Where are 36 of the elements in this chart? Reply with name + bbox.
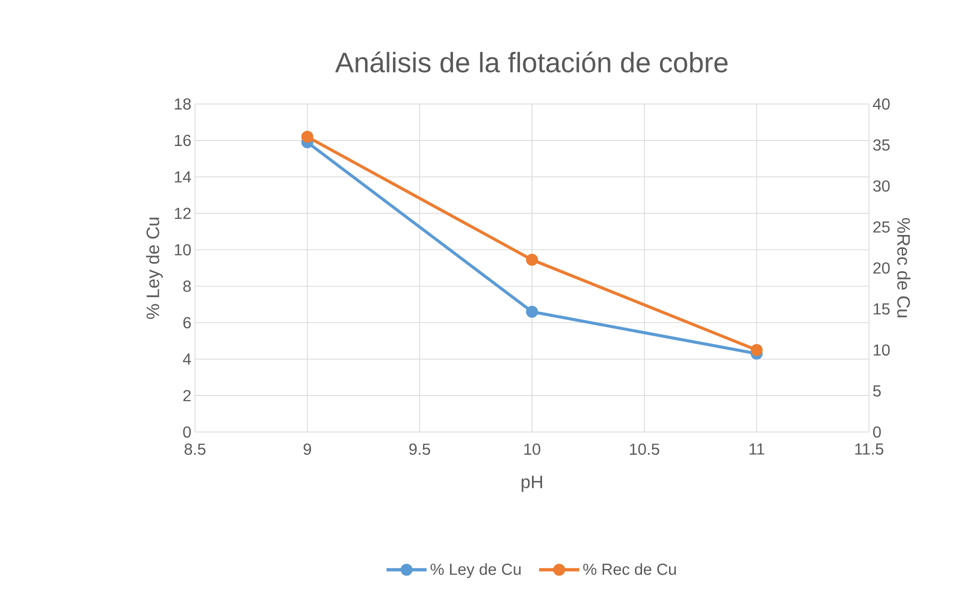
point — [750, 344, 763, 356]
legend-label: % Rec de Cu — [583, 563, 676, 575]
x-axis-title: pH — [522, 476, 542, 492]
y2-tick-label: 5 — [873, 385, 881, 397]
y2-tick-label: 40 — [872, 98, 890, 110]
y2-tick-label: 20 — [873, 262, 890, 274]
x-tick-label: 11 — [750, 444, 764, 455]
x-tick-label: 11.5 — [855, 444, 884, 455]
y-tick-label: 16 — [174, 134, 191, 146]
point — [526, 254, 538, 266]
y2-axis-title: %Rec de Cu — [897, 218, 910, 318]
legend-label: % Ley de Cu — [430, 563, 521, 578]
x-tick-label: 10.5 — [630, 444, 660, 455]
y-tick-label: 8 — [183, 280, 191, 292]
y2-tick-label: 15 — [874, 303, 890, 315]
x-tick-label: 8.5 — [184, 444, 206, 455]
x-tick-label: 9 — [304, 444, 312, 455]
y-tick-label: 4 — [182, 354, 191, 365]
y-tick-label: 10 — [174, 244, 191, 256]
point — [301, 130, 314, 143]
y2-tick-label: 25 — [873, 221, 890, 233]
x-tick-label: 10 — [524, 444, 540, 455]
y-tick-label: 14 — [174, 171, 191, 182]
chart-title: Análisis de la flotación de cobre — [335, 52, 728, 72]
y2-tick-label: 10 — [874, 344, 890, 356]
y2-tick-label: 30 — [873, 180, 890, 192]
x-tick-label: 9.5 — [409, 444, 430, 455]
y2-tick-label: 35 — [873, 139, 890, 151]
y-axis-title: % Ley de Cu — [146, 218, 163, 319]
y-tick-label: 12 — [174, 208, 191, 219]
y-tick-label: 2 — [183, 390, 191, 402]
y-tick-label: 0 — [183, 426, 191, 438]
y-tick-label: 6 — [183, 317, 191, 328]
y2-tick-label: 0 — [873, 426, 881, 438]
point — [526, 306, 538, 318]
y-tick-label: 18 — [174, 98, 191, 110]
